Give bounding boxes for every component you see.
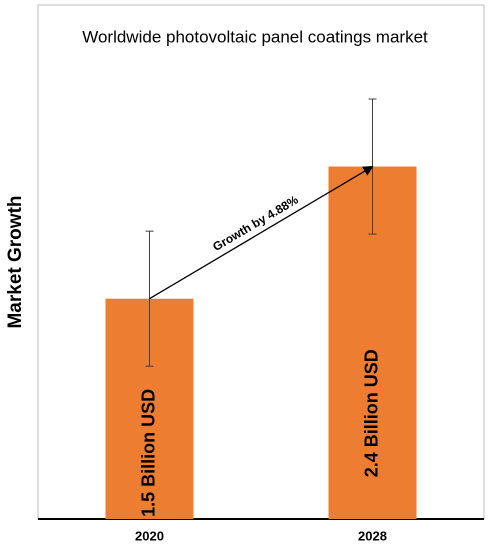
value-label: 2.4 Billion USD bbox=[361, 349, 381, 477]
annotation: Growth by 4.88% bbox=[210, 192, 301, 254]
x-tick-label: 2020 bbox=[135, 528, 164, 543]
value-label: 1.5 Billion USD bbox=[138, 389, 158, 517]
plot-frame bbox=[37, 4, 485, 520]
x-tick-label: 2028 bbox=[358, 528, 387, 543]
growth-arrow bbox=[149, 165, 374, 300]
y-axis-label: Market Growth bbox=[5, 195, 26, 328]
chart-title: Worldwide photovoltaic panel coatings ma… bbox=[82, 27, 428, 46]
